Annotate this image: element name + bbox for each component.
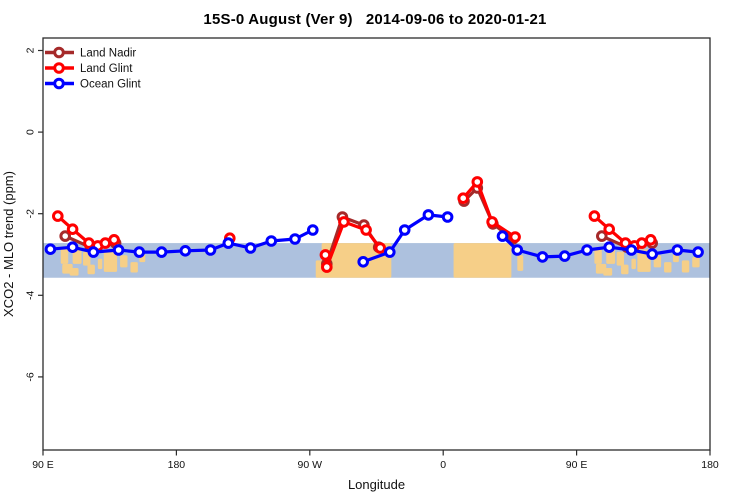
land-patch xyxy=(664,262,672,273)
data-point xyxy=(558,250,571,262)
data-point xyxy=(265,235,278,247)
data-point xyxy=(87,246,100,258)
y-tick-label: -2 xyxy=(25,209,37,218)
x-tick-label: 180 xyxy=(701,459,719,471)
legend-label: Land Glint xyxy=(80,63,133,75)
data-point xyxy=(357,256,370,268)
chart-title: 15S-0 August (Ver 9) 2014-09-06 to 2020-… xyxy=(203,11,547,28)
data-point xyxy=(441,211,454,223)
data-point xyxy=(588,210,601,222)
data-point xyxy=(536,251,549,263)
data-point xyxy=(319,249,332,261)
series-line xyxy=(461,180,517,239)
data-point xyxy=(692,246,704,258)
data-point xyxy=(59,230,71,242)
land-patch xyxy=(130,262,138,273)
series-land-glint xyxy=(52,176,657,273)
data-point xyxy=(338,216,350,228)
land-patch xyxy=(69,268,79,276)
legend-item: Ocean Glint xyxy=(45,77,142,91)
data-point xyxy=(636,237,648,249)
y-tick-label: 0 xyxy=(25,129,37,135)
legend-marker xyxy=(53,46,65,59)
land-patch xyxy=(97,258,103,270)
data-point xyxy=(133,246,146,258)
data-point xyxy=(384,246,396,258)
land-patch xyxy=(60,248,69,264)
data-point xyxy=(486,216,498,228)
data-point xyxy=(155,246,168,258)
land-patch xyxy=(87,264,95,275)
data-point xyxy=(509,231,521,243)
data-point xyxy=(581,244,593,256)
data-point xyxy=(457,192,470,204)
x-axis-title: Longitude xyxy=(348,477,405,492)
data-point xyxy=(646,248,659,260)
data-point xyxy=(179,245,192,257)
data-point xyxy=(625,244,638,256)
data-point xyxy=(108,234,120,246)
land-patch xyxy=(681,260,690,273)
y-axis-title: XCO2 - MLO trend (ppm) xyxy=(1,171,16,317)
data-point xyxy=(496,230,509,242)
y-tick-label: -6 xyxy=(25,372,37,381)
data-point xyxy=(374,242,387,254)
land-patch xyxy=(603,268,613,276)
data-point xyxy=(321,261,333,273)
data-point xyxy=(471,176,484,188)
data-point xyxy=(244,242,257,254)
data-point xyxy=(52,210,64,222)
land-patch xyxy=(594,248,602,264)
data-point xyxy=(671,244,684,256)
plot-frame xyxy=(42,37,711,451)
data-point xyxy=(83,237,95,249)
x-tick-label: 90 E xyxy=(32,459,54,471)
data-point xyxy=(603,223,616,235)
series-ocean-glint xyxy=(44,209,704,268)
legend-label: Land Nadir xyxy=(80,48,136,60)
legend-marker xyxy=(53,77,65,90)
land-patch xyxy=(692,256,700,268)
x-tick-label: 0 xyxy=(440,459,446,471)
data-point xyxy=(398,224,411,236)
data-point xyxy=(360,224,372,236)
y-tick-label: -4 xyxy=(25,290,37,299)
data-point xyxy=(66,223,79,235)
land-patch xyxy=(616,251,625,266)
y-tick-label: 2 xyxy=(25,47,37,53)
land-patch xyxy=(517,255,524,271)
data-point xyxy=(596,230,608,242)
data-point xyxy=(603,241,616,253)
data-point xyxy=(112,244,125,256)
legend-item: Land Glint xyxy=(45,62,133,75)
x-tick-label: 180 xyxy=(168,459,186,471)
land-patch xyxy=(631,258,636,270)
x-tick-label: 90 W xyxy=(298,459,323,471)
data-point xyxy=(204,244,217,256)
data-point xyxy=(289,233,301,245)
land-patch xyxy=(321,243,392,278)
data-point xyxy=(222,237,235,249)
data-point xyxy=(307,224,319,236)
legend-label: Ocean Glint xyxy=(80,79,142,91)
data-point xyxy=(422,209,435,221)
land-patch xyxy=(621,264,629,275)
land-patch xyxy=(103,249,118,272)
data-point xyxy=(66,241,79,253)
land-patch xyxy=(453,243,512,278)
data-point xyxy=(644,234,657,246)
data-point xyxy=(44,243,57,255)
legend-marker xyxy=(53,62,65,74)
series-line xyxy=(500,234,700,259)
land-patch xyxy=(120,255,128,268)
legend-item: Land Nadir xyxy=(45,46,136,60)
data-point xyxy=(511,244,524,256)
x-tick-label: 90 E xyxy=(566,459,588,471)
